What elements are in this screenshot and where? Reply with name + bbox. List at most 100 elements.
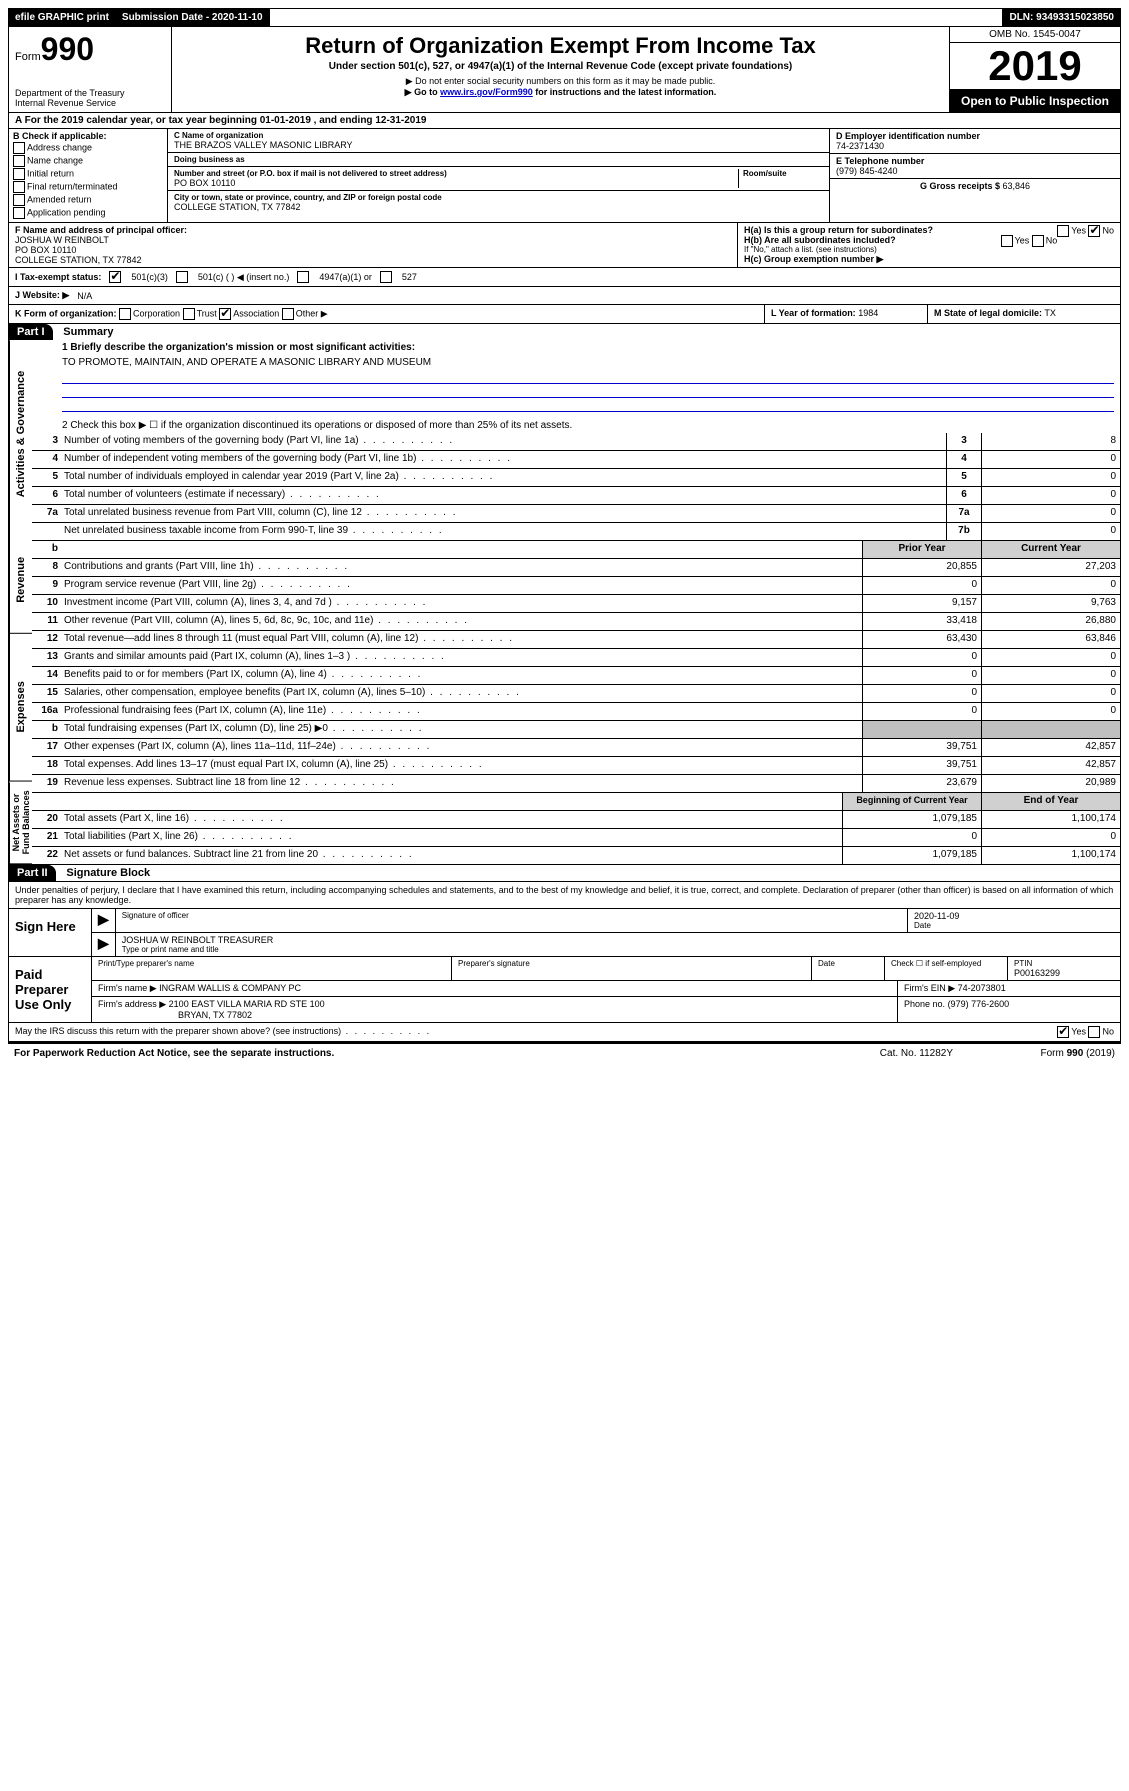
box-h: H(a) Is this a group return for subordin… — [738, 223, 1120, 267]
sign-here-label: Sign Here — [9, 909, 92, 956]
summary-line: 6Total number of volunteers (estimate if… — [32, 486, 1120, 504]
signature-block: Under penalties of perjury, I declare th… — [9, 881, 1120, 1041]
mission-text: TO PROMOTE, MAINTAIN, AND OPERATE A MASO… — [32, 355, 1120, 370]
box-b-title: B Check if applicable: — [13, 131, 163, 141]
summary-body: Activities & Governance Revenue Expenses… — [9, 340, 1120, 864]
website-value: N/A — [77, 291, 92, 301]
room-label: Room/suite — [743, 169, 823, 178]
k-label: K Form of organization: — [15, 308, 117, 318]
cb-name-change[interactable]: Name change — [13, 155, 163, 167]
cb-assoc[interactable] — [219, 308, 231, 320]
ptin-value: P00163299 — [1014, 968, 1114, 978]
city-label: City or town, state or province, country… — [174, 193, 823, 202]
summary-lines: 1 Briefly describe the organization's mi… — [32, 340, 1120, 864]
addr-label: Number and street (or P.O. box if mail i… — [174, 169, 738, 178]
cb-app-pending[interactable]: Application pending — [13, 207, 163, 219]
cb-discuss-no[interactable] — [1088, 1026, 1100, 1038]
firm-addr-label: Firm's address ▶ — [98, 999, 166, 1009]
part2-header-row: Part II Signature Block — [9, 864, 1120, 881]
summary-line: 11Other revenue (Part VIII, column (A), … — [32, 612, 1120, 630]
q1: 1 Briefly describe the organization's mi… — [32, 340, 1120, 355]
paid-preparer-grid: Paid Preparer Use Only Print/Type prepar… — [9, 956, 1120, 1022]
cb-discuss-yes[interactable] — [1057, 1026, 1069, 1038]
cb-address-change[interactable]: Address change — [13, 142, 163, 154]
cat-no: Cat. No. 11282Y — [874, 1046, 959, 1061]
gross-label: G Gross receipts $ — [920, 181, 1000, 191]
cb-527[interactable] — [380, 271, 392, 283]
paid-preparer-label: Paid Preparer Use Only — [9, 957, 92, 1022]
cb-other[interactable] — [282, 308, 294, 320]
irs-link[interactable]: www.irs.gov/Form990 — [440, 87, 533, 97]
opt-4947: 4947(a)(1) or — [319, 272, 372, 282]
cb-501c[interactable] — [176, 271, 188, 283]
summary-line: 5Total number of individuals employed in… — [32, 468, 1120, 486]
identity-grid: B Check if applicable: Address change Na… — [9, 128, 1120, 222]
box-k: K Form of organization: Corporation Trus… — [9, 305, 765, 323]
summary-line: 22Net assets or fund balances. Subtract … — [32, 846, 1120, 864]
tax-year: 2019 — [950, 43, 1120, 89]
blank-line — [62, 384, 1114, 398]
cb-amended[interactable]: Amended return — [13, 194, 163, 206]
cb-501c3[interactable] — [109, 271, 121, 283]
arrow-icon: ▶ — [92, 909, 116, 932]
form-title: Return of Organization Exempt From Incom… — [178, 33, 943, 59]
firm-phone: (979) 776-2600 — [948, 999, 1010, 1009]
summary-line: 20Total assets (Part X, line 16)1,079,18… — [32, 810, 1120, 828]
cb-initial-return[interactable]: Initial return — [13, 168, 163, 180]
phone-label: E Telephone number — [836, 156, 1114, 166]
opt-501c: 501(c) ( ) ◀ (insert no.) — [198, 272, 289, 283]
org-name-label: C Name of organization — [174, 131, 823, 140]
h-b: H(b) Are all subordinates included? — [744, 235, 896, 245]
col-current: Current Year — [981, 541, 1120, 558]
rev-header: b Prior Year Current Year — [32, 540, 1120, 558]
ein-label: D Employer identification number — [836, 131, 1114, 141]
form-prefix: Form — [15, 51, 41, 63]
note-pre: ▶ Go to — [405, 87, 440, 97]
firm-ein-label: Firm's EIN ▶ — [904, 983, 955, 993]
part2-badge: Part II — [9, 865, 56, 881]
firm-addr: 2100 EAST VILLA MARIA RD STE 100 — [169, 999, 325, 1009]
summary-line: 12Total revenue—add lines 8 through 11 (… — [32, 630, 1120, 648]
vlabel-netassets: Net Assets or Fund Balances — [9, 782, 32, 864]
vlabel-expenses: Expenses — [9, 634, 32, 782]
h-a: H(a) Is this a group return for subordin… — [744, 225, 933, 235]
org-name: THE BRAZOS VALLEY MASONIC LIBRARY — [174, 140, 823, 150]
city-value: COLLEGE STATION, TX 77842 — [174, 202, 823, 212]
cb-trust[interactable] — [183, 308, 195, 320]
box-f: F Name and address of principal officer:… — [9, 223, 738, 267]
row-a-period: A For the 2019 calendar year, or tax yea… — [9, 112, 1120, 128]
q2: 2 Check this box ▶ ☐ if the organization… — [32, 418, 1120, 433]
summary-line: 16aProfessional fundraising fees (Part I… — [32, 702, 1120, 720]
cb-corp[interactable] — [119, 308, 131, 320]
box-b: B Check if applicable: Address change Na… — [9, 129, 168, 222]
summary-line: 21Total liabilities (Part X, line 26)00 — [32, 828, 1120, 846]
ein-value: 74-2371430 — [836, 141, 1114, 151]
note-ssn: ▶ Do not enter social security numbers o… — [178, 76, 943, 87]
sign-here-grid: Sign Here ▶ Signature of officer 2020-11… — [9, 908, 1120, 956]
net-header: Beginning of Current Year End of Year — [32, 792, 1120, 810]
summary-line: 17Other expenses (Part IX, column (A), l… — [32, 738, 1120, 756]
cb-final-return[interactable]: Final return/terminated — [13, 181, 163, 193]
form-title-block: Return of Organization Exempt From Incom… — [172, 27, 950, 112]
cb-4947[interactable] — [297, 271, 309, 283]
col-begin: Beginning of Current Year — [842, 793, 981, 810]
officer-label: F Name and address of principal officer: — [15, 225, 187, 235]
opt-527: 527 — [402, 272, 417, 282]
gross-value: 63,846 — [1003, 181, 1031, 191]
form-ref: Form 990 (2019) — [959, 1046, 1121, 1061]
officer-sub: Type or print name and title — [122, 945, 1114, 954]
form-frame: Form990 Department of the Treasury Inter… — [8, 27, 1121, 1042]
summary-line: Net unrelated business taxable income fr… — [32, 522, 1120, 540]
form-header: Form990 Department of the Treasury Inter… — [9, 27, 1120, 112]
firm-name: INGRAM WALLIS & COMPANY PC — [159, 983, 301, 993]
form-number: 990 — [41, 31, 94, 67]
summary-line: 13Grants and similar amounts paid (Part … — [32, 648, 1120, 666]
dln-label: DLN: 93493315023850 — [1003, 9, 1120, 26]
firm-name-label: Firm's name ▶ — [98, 983, 157, 993]
summary-line: 4Number of independent voting members of… — [32, 450, 1120, 468]
pp-sig-label: Preparer's signature — [452, 957, 812, 980]
vlabel-governance: Activities & Governance — [9, 340, 32, 527]
col-end: End of Year — [981, 793, 1120, 810]
perjury-declaration: Under penalties of perjury, I declare th… — [9, 882, 1120, 908]
dept-label: Department of the Treasury Internal Reve… — [15, 88, 165, 108]
